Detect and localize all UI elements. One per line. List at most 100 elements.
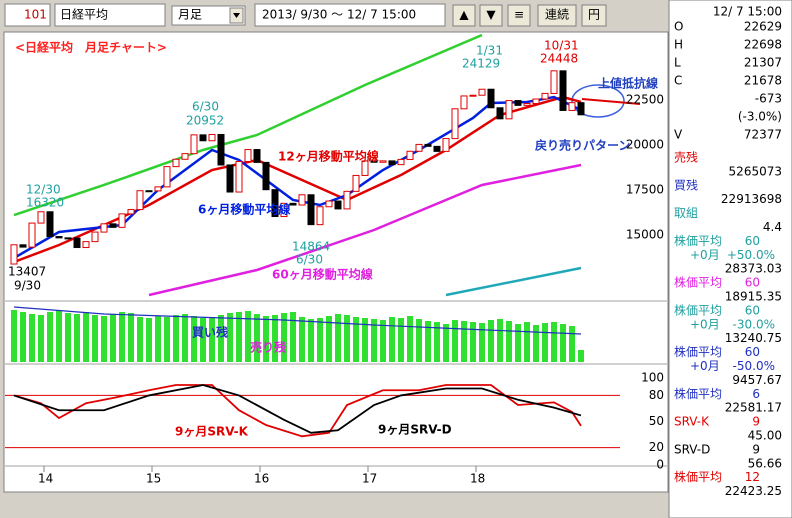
candle — [82, 241, 90, 249]
candle — [163, 166, 171, 188]
indicator-value: 28373.03 — [725, 262, 782, 276]
arrow-icon — [233, 13, 240, 18]
bar — [11, 310, 17, 362]
bar — [191, 316, 197, 362]
bar — [533, 325, 539, 362]
nav-button[interactable] — [507, 4, 531, 27]
period: 月足 — [178, 8, 202, 22]
indicator-name: 株価平均 — [674, 275, 722, 290]
candle — [325, 200, 333, 208]
indicator-param: 60 — [745, 234, 760, 248]
period-select[interactable] — [171, 5, 246, 26]
nav-button[interactable] — [479, 4, 503, 27]
bar — [128, 313, 134, 362]
candle — [127, 209, 135, 215]
bar — [308, 319, 314, 362]
x-tick-label: 15 — [146, 472, 161, 486]
chart-area — [3, 31, 669, 493]
bar — [236, 312, 242, 362]
price-plot — [10, 34, 585, 297]
bar — [506, 321, 512, 362]
bar — [182, 314, 188, 362]
nav-button-label: ▲ — [459, 8, 469, 22]
range: 2013/ 9/30 ～ 12/ 7 15:00 — [262, 8, 416, 22]
candle — [334, 200, 342, 210]
indicator-value: 22423.25 — [725, 484, 782, 498]
y-tick-label: 20000 — [626, 137, 664, 151]
bar — [434, 322, 440, 362]
indicator-name: 株価平均 — [674, 233, 722, 248]
indicator-shift: +0月 — [690, 359, 720, 373]
range-box[interactable] — [254, 3, 446, 27]
candle — [118, 213, 126, 228]
info-panel — [668, 0, 792, 518]
info-label: L — [674, 56, 681, 70]
currency-button[interactable] — [581, 4, 607, 27]
x-tick-label: 18 — [470, 472, 485, 486]
y-tick-label: 0 — [656, 458, 664, 472]
y-tick-label: 50 — [649, 414, 664, 428]
indicator-name: 売残 — [674, 150, 698, 165]
indicator-value: 4.4 — [763, 220, 782, 234]
bar — [479, 323, 485, 362]
bar — [56, 310, 62, 362]
y-tick-label: 100 — [641, 371, 664, 385]
indicator-pct: -50.0% — [733, 359, 775, 373]
bar — [272, 315, 278, 362]
indicator-param: 6 — [752, 387, 760, 401]
indicator-pct: -30.0% — [733, 317, 775, 331]
bar — [470, 322, 476, 362]
indicator-value: 18915.35 — [725, 290, 782, 304]
candle — [568, 102, 576, 111]
annotation: 戻り売りパターン — [535, 138, 630, 153]
indicator-param: 60 — [745, 303, 760, 317]
candle — [487, 88, 495, 109]
candle — [100, 223, 108, 233]
candle — [271, 189, 279, 218]
bar — [317, 318, 323, 362]
bar — [551, 322, 557, 362]
srv-line — [13, 384, 582, 438]
indicator-param: 60 — [745, 345, 760, 359]
candle — [280, 202, 288, 218]
bar — [245, 311, 251, 362]
name-box[interactable] — [54, 3, 166, 27]
bar — [299, 317, 305, 362]
bar — [398, 318, 404, 362]
moving-average-line — [445, 266, 582, 297]
bar — [200, 318, 206, 362]
bar — [227, 313, 233, 362]
indicator-param: 60 — [745, 276, 760, 290]
bar — [146, 318, 152, 362]
bar — [344, 315, 350, 362]
bar — [110, 314, 116, 362]
line-label: 6ヶ月移動平均線 — [198, 202, 290, 217]
bar — [362, 318, 368, 362]
info-label: V — [674, 128, 683, 142]
nav-button-label: ▼ — [486, 8, 496, 22]
continuous-button[interactable] — [537, 4, 577, 27]
indicator-name: 株価平均 — [674, 302, 722, 317]
indicator-name: SRV-D — [674, 442, 710, 456]
annotation: <日経平均 月足チャート> — [15, 40, 167, 55]
bar — [515, 324, 521, 362]
bar — [119, 312, 125, 362]
annotation: 14864 — [292, 240, 330, 254]
code-box[interactable] — [4, 3, 51, 27]
candle — [172, 158, 180, 168]
candle — [307, 194, 315, 226]
indicator-pct: +50.0% — [727, 248, 775, 262]
code: 101 — [24, 8, 47, 22]
candle — [208, 133, 216, 142]
candle — [10, 244, 18, 265]
info-value: 21678 — [744, 74, 782, 88]
line-label: 売り残 — [250, 340, 286, 355]
srv-line — [13, 384, 582, 434]
bar — [326, 316, 332, 362]
candle — [37, 211, 45, 224]
nav-button[interactable] — [452, 4, 476, 27]
candle — [406, 150, 414, 160]
candle — [442, 138, 450, 152]
bar — [353, 317, 359, 362]
indicator-value: 22581.17 — [725, 401, 782, 415]
